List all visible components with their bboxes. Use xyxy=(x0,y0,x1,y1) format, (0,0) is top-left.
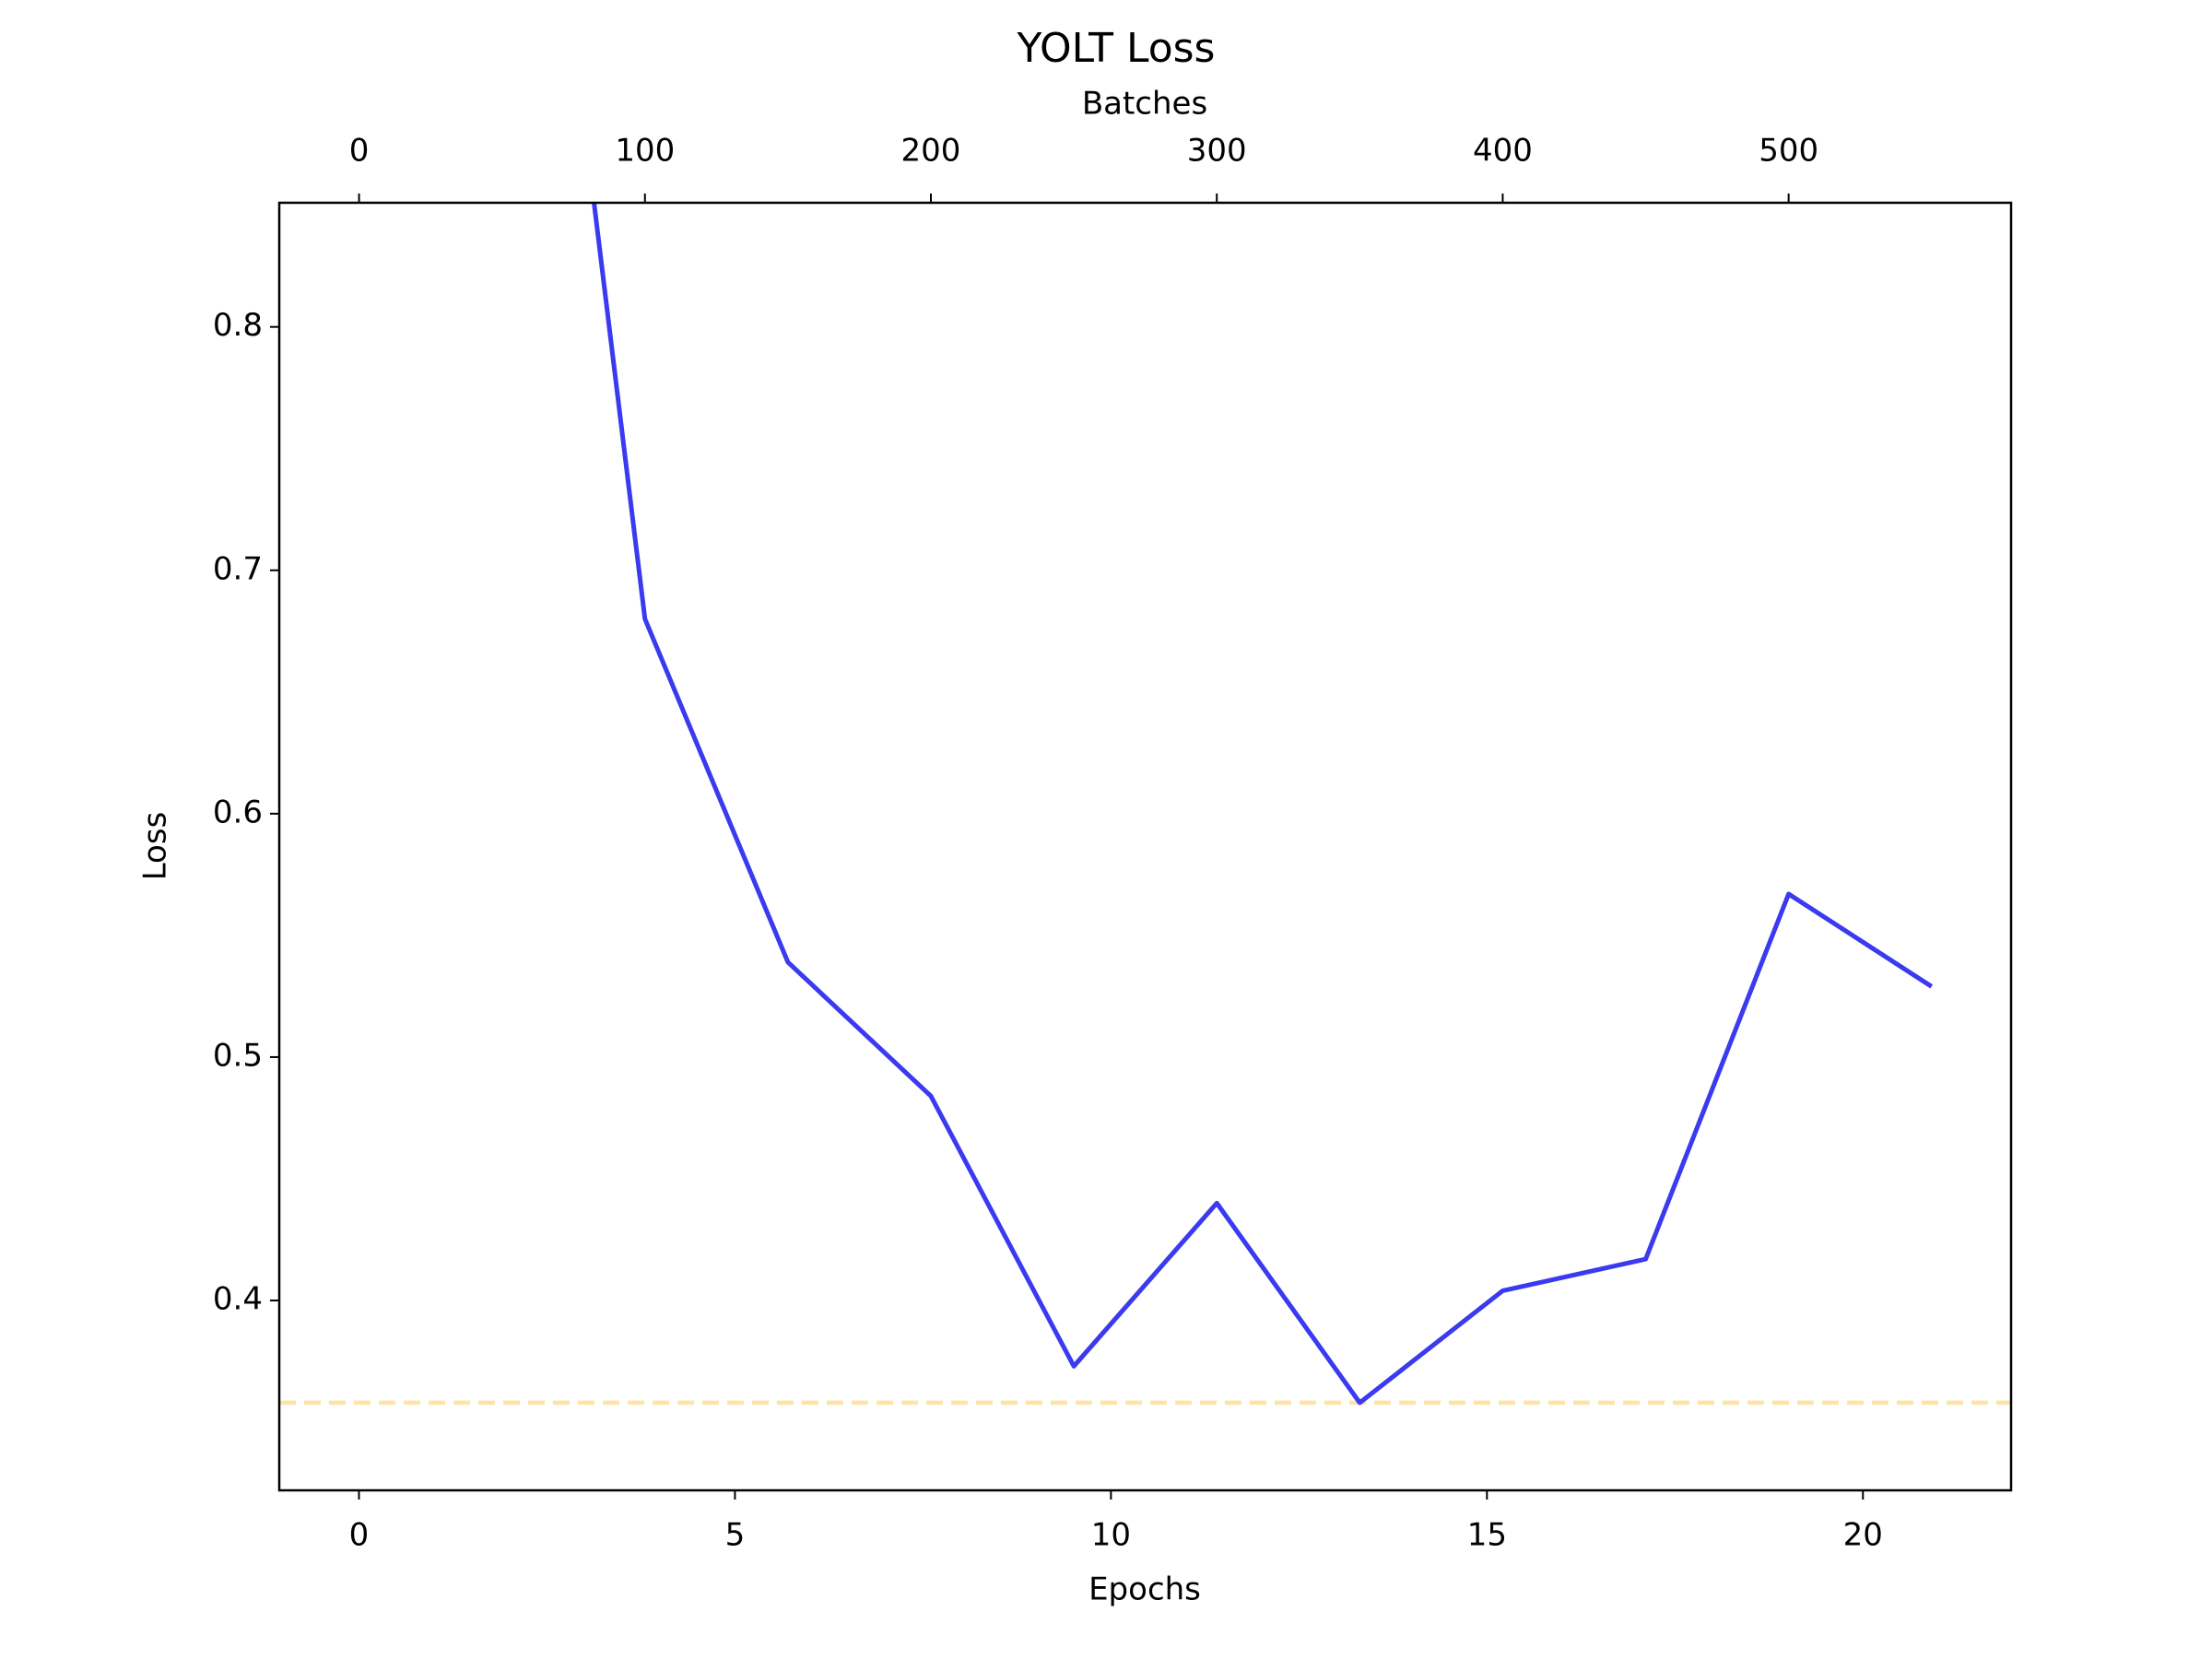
x2-axis-label: Epochs xyxy=(1088,1571,1201,1608)
x2-tick-label: 10 xyxy=(1091,1517,1131,1554)
y-tick-label: 0.6 xyxy=(213,794,263,830)
x-tick-label: 100 xyxy=(615,133,675,170)
x2-tick-label: 15 xyxy=(1467,1517,1507,1554)
axes-frame xyxy=(277,201,2013,1492)
x-axis-label: Batches xyxy=(1082,86,1207,123)
x-tick-label: 200 xyxy=(901,133,961,170)
x2-tick-label: 20 xyxy=(1843,1517,1883,1554)
x2-tick-label: 5 xyxy=(725,1517,746,1554)
plot-area xyxy=(279,203,2011,1406)
y-tick-label: 0.4 xyxy=(213,1281,263,1318)
chart-title: YOLT Loss xyxy=(1017,25,1216,72)
y-tick-label: 0.5 xyxy=(213,1037,263,1074)
series-line xyxy=(591,203,1934,1406)
x-tick-label: 300 xyxy=(1187,133,1247,170)
x-tick-label: 0 xyxy=(349,133,370,170)
y-tick-label: 0.8 xyxy=(213,307,263,344)
x-tick-label: 500 xyxy=(1759,133,1818,170)
x-tick-label: 400 xyxy=(1473,133,1533,170)
y-axis-label: Loss xyxy=(137,812,174,881)
y-tick-label: 0.7 xyxy=(213,550,263,587)
x2-tick-label: 0 xyxy=(349,1517,370,1554)
